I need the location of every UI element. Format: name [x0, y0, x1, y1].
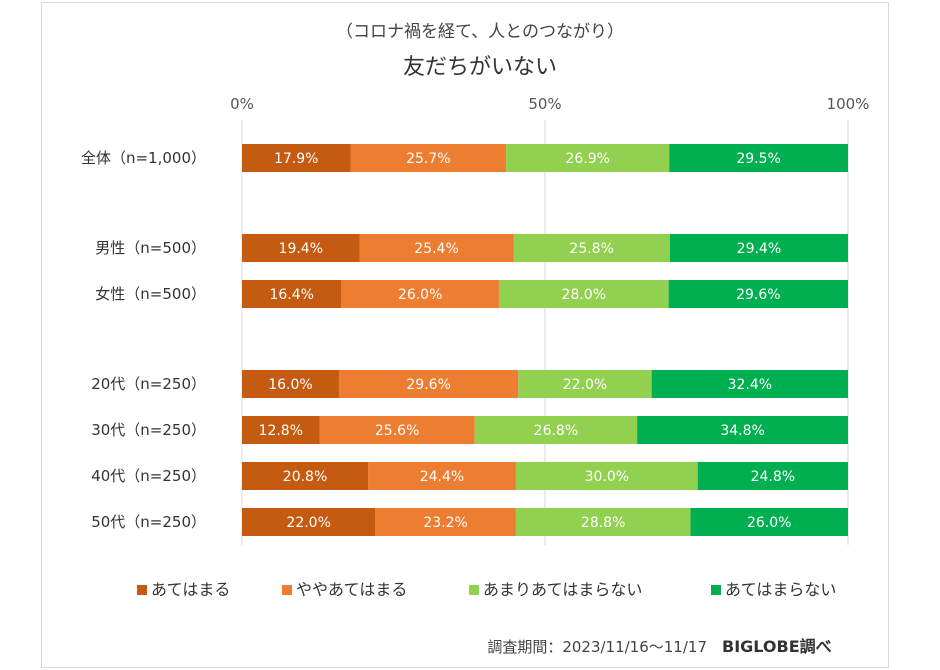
data-label: 34.8% — [720, 423, 764, 439]
legend-label: ややあてはまる — [296, 580, 407, 599]
data-label: 32.4% — [728, 377, 772, 393]
bar-segment — [513, 234, 670, 262]
legend-swatch — [137, 585, 147, 595]
legend-label: あてはまる — [151, 580, 230, 599]
data-label: 29.4% — [737, 241, 781, 257]
bar-segment — [368, 462, 516, 490]
data-label: 23.2% — [423, 515, 467, 531]
category-labels: 全体（n=1,000） 男性（n=500） 女性（n=500） 20代（n=250） 3… — [81, 149, 206, 531]
x-tick-labels: 0% 50% 100% — [230, 95, 869, 113]
data-label: 22.0% — [286, 515, 330, 531]
data-label: 29.5% — [736, 151, 780, 167]
category-label: 50代（n=250） — [91, 513, 206, 531]
bar-segment — [518, 370, 652, 398]
data-label: 22.0% — [563, 377, 607, 393]
data-label: 16.4% — [269, 287, 313, 303]
data-label: 26.0% — [398, 287, 442, 303]
bar-segment — [669, 144, 848, 172]
brand-credit: BIGLOBE調べ — [722, 637, 832, 656]
legend-swatch — [469, 585, 479, 595]
data-label: 25.7% — [406, 151, 450, 167]
bar-segment — [338, 370, 519, 398]
bar-segment — [242, 234, 360, 262]
data-label: 26.8% — [534, 423, 578, 439]
category-label: 女性（n=500） — [95, 285, 206, 303]
bar-segment — [668, 280, 848, 308]
bar-segment — [669, 234, 848, 262]
data-label: 29.6% — [406, 377, 450, 393]
legend: あてはまる ややあてはまる あまりあてはまらない あてはまらない — [137, 580, 836, 599]
bar-segment — [697, 462, 848, 490]
bar-segment — [651, 370, 848, 398]
x-tick-label: 0% — [230, 95, 254, 113]
legend-swatch — [711, 585, 721, 595]
bar-segment — [375, 508, 516, 536]
bar-segment — [242, 280, 342, 308]
category-label: 全体（n=1,000） — [81, 149, 206, 167]
bar-segment — [242, 462, 369, 490]
data-label: 25.6% — [375, 423, 419, 439]
data-label: 19.4% — [279, 241, 323, 257]
bar-segment — [359, 234, 514, 262]
category-label: 男性（n=500） — [95, 239, 206, 257]
data-label: 25.8% — [569, 241, 613, 257]
chart-subtitle: （コロナ禍を経て、人とのつながり） — [336, 22, 624, 42]
data-label: 29.6% — [736, 287, 780, 303]
chart-frame — [41, 2, 889, 668]
bar-segment — [506, 144, 670, 172]
bar-segment — [242, 370, 339, 398]
data-label: 12.8% — [259, 423, 303, 439]
x-tick-label: 50% — [528, 95, 561, 113]
data-label: 17.9% — [274, 151, 318, 167]
bar-segment — [637, 416, 848, 444]
bar-segment — [515, 462, 698, 490]
legend-label: あてはまらない — [725, 580, 836, 599]
data-label: 16.0% — [268, 377, 312, 393]
legend-label: あまりあてはまらない — [483, 580, 642, 599]
bar-segment — [242, 508, 376, 536]
category-label: 30代（n=250） — [91, 421, 206, 439]
bar-segment — [690, 508, 848, 536]
category-label: 40代（n=250） — [91, 467, 206, 485]
data-label: 26.9% — [565, 151, 609, 167]
data-label: 30.0% — [585, 469, 629, 485]
data-label: 24.4% — [420, 469, 464, 485]
data-label: 25.4% — [414, 241, 458, 257]
data-label: 24.8% — [751, 469, 795, 485]
data-label: 20.8% — [283, 469, 327, 485]
data-label: 28.8% — [581, 515, 625, 531]
category-label: 20代（n=250） — [91, 375, 206, 393]
bar-segments: 17.9% 25.7% 26.9% 29.5% 19.4% 25.4% 25.8% 29.4%… — [242, 144, 848, 536]
x-tick-label: 100% — [827, 95, 870, 113]
bar-segment — [515, 508, 691, 536]
bar-segment — [350, 144, 507, 172]
bar-segment — [319, 416, 475, 444]
bar-segment — [498, 280, 669, 308]
survey-period: 調査期間：2023/11/16～11/17 — [487, 638, 707, 656]
data-label: 26.0% — [747, 515, 791, 531]
data-label: 28.0% — [562, 287, 606, 303]
legend-swatch — [282, 585, 292, 595]
chart-title: 友だちがいない — [403, 55, 557, 80]
bar-segment — [242, 416, 320, 444]
bar-segment — [242, 144, 351, 172]
bar-segment — [474, 416, 638, 444]
bar-segment — [341, 280, 499, 308]
